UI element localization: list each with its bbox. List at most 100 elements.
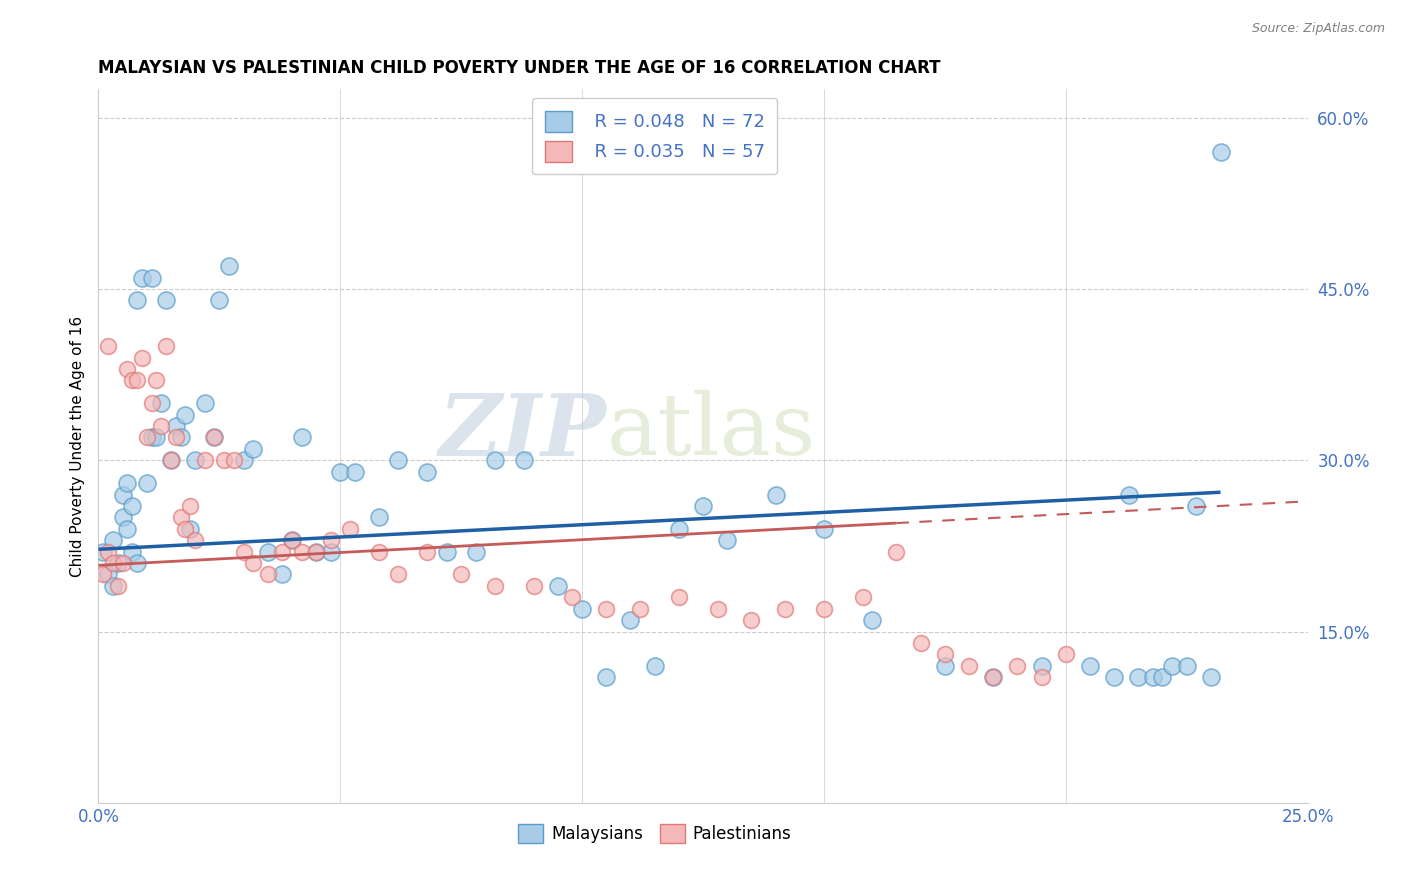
Point: [194, 453, 217, 467]
Point: [165, 419, 187, 434]
Point: [1118, 487, 1140, 501]
Point: [765, 487, 787, 501]
Point: [150, 419, 173, 434]
Point: [97, 544, 120, 558]
Point: [484, 453, 506, 467]
Point: [1175, 658, 1198, 673]
Point: [179, 522, 201, 536]
Point: [740, 613, 762, 627]
Point: [1007, 658, 1029, 673]
Y-axis label: Child Poverty Under the Age of 16: Child Poverty Under the Age of 16: [69, 316, 84, 576]
Point: [150, 396, 173, 410]
Point: [290, 430, 312, 444]
Point: [121, 373, 143, 387]
Point: [339, 522, 361, 536]
Point: [101, 533, 124, 548]
Point: [464, 544, 486, 558]
Point: [595, 601, 617, 615]
Point: [271, 567, 294, 582]
Point: [281, 533, 304, 548]
Point: [117, 476, 139, 491]
Legend:   R = 0.048   N = 72,   R = 0.035   N = 57: R = 0.048 N = 72, R = 0.035 N = 57: [531, 98, 778, 174]
Point: [121, 499, 143, 513]
Point: [319, 544, 342, 558]
Point: [256, 544, 278, 558]
Point: [571, 601, 593, 615]
Point: [107, 579, 129, 593]
Point: [692, 499, 714, 513]
Point: [934, 658, 956, 673]
Point: [813, 601, 835, 615]
Point: [145, 373, 167, 387]
Point: [97, 339, 120, 353]
Point: [668, 522, 690, 536]
Point: [97, 567, 120, 582]
Text: atlas: atlas: [606, 390, 815, 474]
Point: [773, 601, 796, 615]
Point: [242, 442, 264, 456]
Point: [141, 396, 163, 410]
Point: [160, 453, 183, 467]
Point: [1209, 145, 1232, 159]
Point: [107, 556, 129, 570]
Point: [1102, 670, 1125, 684]
Point: [101, 556, 124, 570]
Point: [160, 453, 183, 467]
Point: [290, 544, 312, 558]
Point: [595, 670, 617, 684]
Point: [343, 465, 366, 479]
Point: [416, 465, 439, 479]
Point: [668, 591, 690, 605]
Point: [416, 544, 439, 558]
Point: [127, 373, 149, 387]
Point: [174, 522, 197, 536]
Point: [222, 453, 245, 467]
Point: [131, 351, 153, 365]
Point: [204, 430, 226, 444]
Point: [852, 591, 875, 605]
Point: [145, 430, 167, 444]
Point: [1031, 670, 1053, 684]
Point: [329, 465, 352, 479]
Point: [117, 362, 139, 376]
Point: [547, 579, 569, 593]
Point: [141, 270, 163, 285]
Point: [281, 533, 304, 548]
Point: [387, 567, 409, 582]
Point: [484, 579, 506, 593]
Text: Source: ZipAtlas.com: Source: ZipAtlas.com: [1251, 22, 1385, 36]
Point: [256, 567, 278, 582]
Text: ZIP: ZIP: [439, 390, 606, 474]
Point: [1054, 648, 1077, 662]
Point: [232, 544, 254, 558]
Point: [184, 533, 207, 548]
Point: [387, 453, 409, 467]
Point: [860, 613, 883, 627]
Point: [232, 453, 254, 467]
Point: [184, 453, 207, 467]
Point: [628, 601, 651, 615]
Point: [155, 339, 177, 353]
Point: [1128, 670, 1150, 684]
Point: [981, 670, 1004, 684]
Point: [271, 544, 294, 558]
Point: [644, 658, 666, 673]
Point: [1185, 499, 1208, 513]
Point: [204, 430, 226, 444]
Point: [101, 579, 124, 593]
Point: [111, 556, 134, 570]
Point: [117, 522, 139, 536]
Point: [1142, 670, 1164, 684]
Point: [111, 487, 134, 501]
Point: [131, 270, 153, 285]
Point: [135, 430, 157, 444]
Point: [436, 544, 458, 558]
Point: [1031, 658, 1053, 673]
Point: [813, 522, 835, 536]
Point: [242, 556, 264, 570]
Text: MALAYSIAN VS PALESTINIAN CHILD POVERTY UNDER THE AGE OF 16 CORRELATION CHART: MALAYSIAN VS PALESTINIAN CHILD POVERTY U…: [98, 59, 941, 77]
Point: [934, 648, 956, 662]
Point: [218, 259, 240, 273]
Point: [165, 430, 187, 444]
Point: [305, 544, 328, 558]
